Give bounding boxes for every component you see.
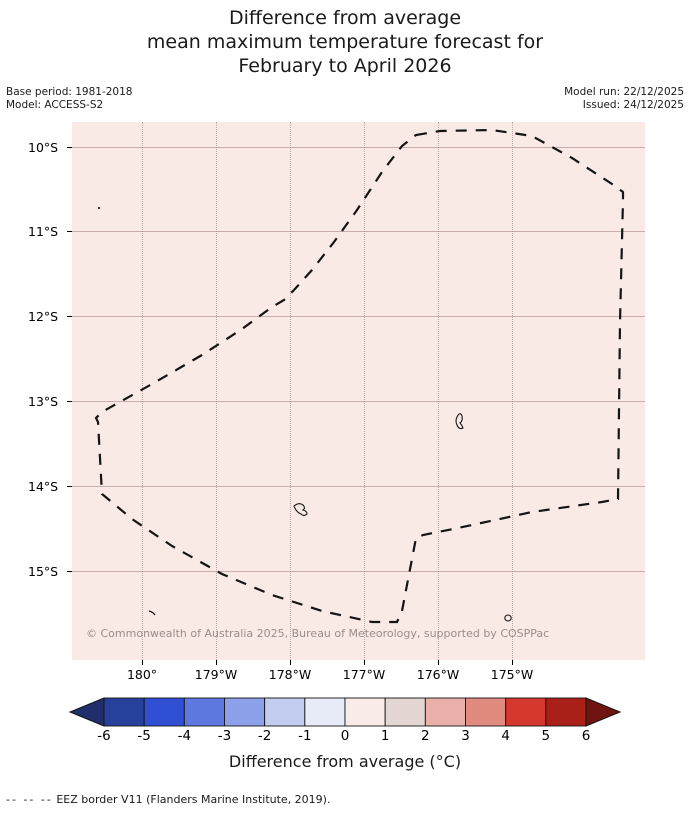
colorbar-tick-0: 0 — [340, 728, 350, 744]
colorbar-left-arrow — [68, 697, 105, 727]
colorbar-segment — [424, 697, 466, 727]
footer-note: -- -- -- EEZ border V11 (Flanders Marine… — [6, 793, 330, 806]
gridline-lon-180 — [142, 122, 144, 660]
gridline-lat-11s — [72, 231, 645, 232]
ytick-mark-13s — [67, 401, 72, 402]
colorbar-svg — [68, 697, 622, 727]
ytick-label-13s: 13°S — [28, 394, 59, 409]
gridline-lat-13s — [72, 401, 645, 402]
footer-text: EEZ border V11 (Flanders Marine Institut… — [56, 793, 331, 806]
ytick-label-11s: 11°S — [28, 224, 59, 239]
ytick-mark-10s — [67, 147, 72, 148]
page-title: Difference from average mean maximum tem… — [0, 6, 690, 78]
xtick-label-176w: 176°W — [416, 667, 460, 682]
colorbar-segment — [304, 697, 346, 727]
base-period-text: Base period: 1981-2018 — [6, 86, 133, 98]
colorbar-segment — [143, 697, 185, 727]
gridline-lat-10s — [72, 147, 645, 148]
colorbar-segment — [465, 697, 507, 727]
gridline-lon-178w — [290, 122, 292, 660]
gridline-lon-177w — [364, 122, 366, 660]
gridline-lat-14s — [72, 486, 645, 487]
colorbar-segment — [384, 697, 426, 727]
gridline-lon-179w — [216, 122, 218, 660]
colorbar-tick-1: 1 — [380, 728, 390, 744]
xtick-label-180: 180° — [126, 667, 158, 682]
model-text: Model: ACCESS-S2 — [6, 99, 104, 111]
title-line-3: February to April 2026 — [238, 55, 452, 77]
island-outline-5 — [98, 207, 100, 209]
map-vector-layer — [94, 128, 625, 624]
title-line-1: Difference from average — [228, 7, 462, 29]
colorbar-segment — [103, 697, 145, 727]
colorbar-segment — [505, 697, 547, 727]
eez-dash-sample: -- -- -- — [6, 793, 53, 806]
colorbar-tick-3: 3 — [461, 728, 470, 744]
colorbar-tick-4: 4 — [501, 728, 510, 744]
xtick-mark-178w — [290, 660, 291, 665]
colorbar-tick-neg3: -3 — [217, 728, 232, 744]
ytick-label-10s: 10°S — [28, 140, 59, 155]
colorbar-tick-neg6: -6 — [97, 728, 111, 744]
xtick-label-177w: 177°W — [342, 667, 386, 682]
island-outline-4 — [148, 610, 156, 616]
colorbar-tick-neg1: -1 — [298, 728, 312, 744]
colorbar-segment — [264, 697, 306, 727]
colorbar — [68, 697, 622, 727]
eez-border-path — [94, 128, 625, 624]
colorbar-tick-neg2: -2 — [257, 728, 272, 744]
gridline-lon-175w — [512, 122, 514, 660]
ytick-label-14s: 14°S — [28, 479, 59, 494]
island-outline-2 — [293, 503, 308, 517]
colorbar-segment — [545, 697, 587, 727]
issued-text: Issued: 24/12/2025 — [582, 99, 684, 111]
metadata-right: Model run: 22/12/2025 Issued: 24/12/2025 — [564, 86, 684, 112]
colorbar-tick-neg4: -4 — [177, 728, 192, 744]
gridline-lat-15s — [72, 571, 645, 572]
colorbar-title: Difference from average (°C) — [228, 752, 462, 771]
colorbar-tick-5: 5 — [541, 728, 551, 744]
colorbar-right-arrow — [585, 697, 622, 727]
metadata-left: Base period: 1981-2018 Model: ACCESS-S2 — [6, 86, 132, 112]
map-panel: © Commonwealth of Australia 2025, Bureau… — [72, 122, 645, 660]
model-run-text: Model run: 22/12/2025 — [564, 86, 684, 98]
colorbar-tick-6: 6 — [581, 728, 591, 744]
colorbar-segment — [224, 697, 266, 727]
xtick-mark-176w — [438, 660, 439, 665]
ytick-mark-11s — [67, 231, 72, 232]
colorbar-segment — [183, 697, 225, 727]
xtick-mark-180 — [142, 660, 143, 665]
colorbar-segment — [344, 697, 386, 727]
island-outline-1 — [455, 413, 464, 430]
gridline-lat-12s — [72, 316, 645, 317]
map-credit: © Commonwealth of Australia 2025, Bureau… — [86, 627, 550, 640]
xtick-mark-175w — [512, 660, 513, 665]
ytick-mark-15s — [67, 571, 72, 572]
ytick-mark-14s — [67, 486, 72, 487]
xtick-mark-179w — [216, 660, 217, 665]
gridline-lon-176w — [438, 122, 440, 660]
title-line-2: mean maximum temperature forecast for — [146, 31, 544, 53]
xtick-label-179w: 179°W — [194, 667, 238, 682]
xtick-label-175w: 175°W — [490, 667, 534, 682]
xtick-label-178w: 178°W — [268, 667, 312, 682]
ytick-mark-12s — [67, 316, 72, 317]
colorbar-tick-neg5: -5 — [137, 728, 151, 744]
ytick-label-15s: 15°S — [28, 564, 59, 579]
ytick-label-12s: 12°S — [28, 309, 59, 324]
colorbar-tick-2: 2 — [421, 728, 430, 744]
xtick-mark-177w — [364, 660, 365, 665]
island-outline-3 — [504, 614, 512, 622]
